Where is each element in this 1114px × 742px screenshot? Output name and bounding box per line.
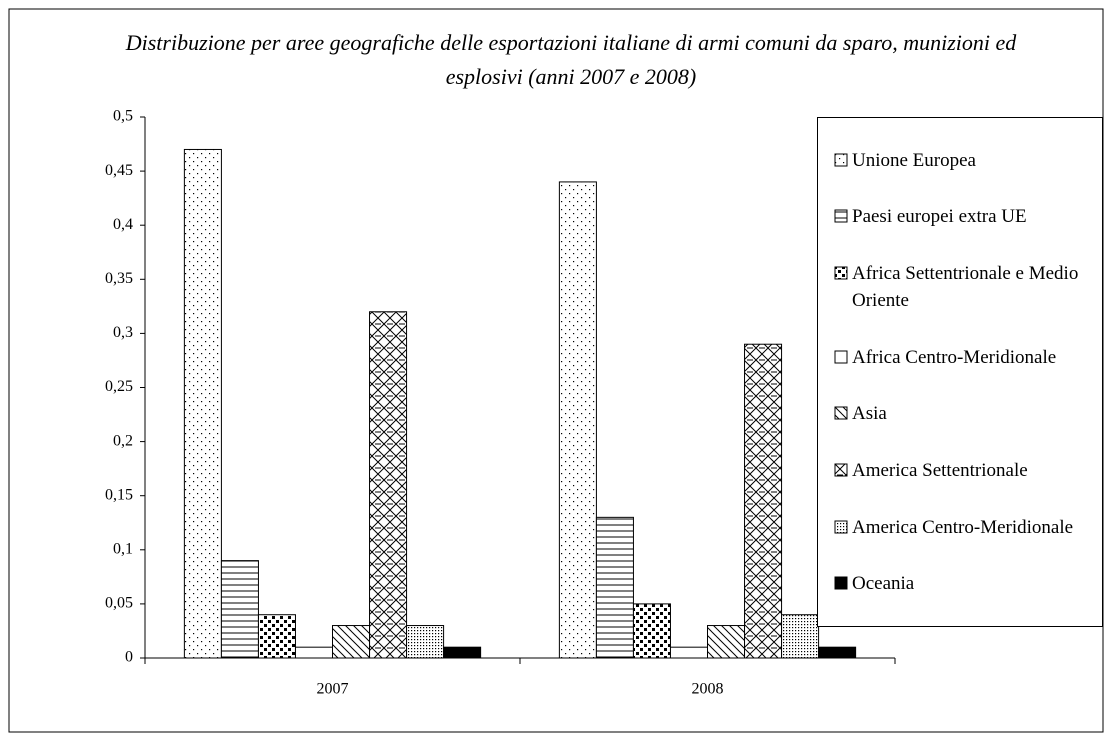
legend-swatch bbox=[834, 209, 848, 223]
legend-swatch bbox=[834, 266, 848, 280]
y-tick-label: 0,3 bbox=[113, 324, 133, 341]
bar bbox=[332, 625, 371, 659]
bar bbox=[781, 614, 820, 659]
y-tick-label: 0,25 bbox=[105, 378, 133, 395]
legend-item: America Settentrionale bbox=[834, 457, 1102, 484]
legend-label: America Centro-Meridionale bbox=[852, 516, 1074, 538]
legend-label: America Settentrionale bbox=[852, 459, 1028, 481]
bar bbox=[669, 646, 708, 659]
legend-item: Unione Europea bbox=[834, 147, 1102, 174]
legend-label: Africa Settentrionale e Medio Oriente bbox=[852, 263, 1079, 312]
bar bbox=[595, 516, 634, 659]
bar bbox=[294, 646, 333, 659]
legend-label: Oceania bbox=[852, 573, 915, 595]
legend-swatch bbox=[834, 576, 848, 590]
legend-item: Paesi europei extra UE bbox=[834, 203, 1102, 230]
legend: Unione Europea Paesi europei extra UE Afri… bbox=[817, 117, 1103, 627]
legend-item: Africa Settentrionale e Medio Oriente bbox=[834, 260, 1102, 314]
legend-item: Africa Centro-Meridionale bbox=[834, 344, 1102, 371]
legend-swatch bbox=[834, 463, 848, 477]
bar bbox=[257, 614, 296, 659]
x-tick-label: 2008 bbox=[692, 681, 724, 698]
legend-item: Asia bbox=[834, 400, 1102, 427]
legend-label: Unione Europea bbox=[852, 149, 976, 171]
chart-frame bbox=[8, 8, 1104, 733]
legend-swatch bbox=[834, 153, 848, 167]
bar bbox=[558, 181, 597, 659]
legend-swatch bbox=[834, 350, 848, 364]
legend-label: Asia bbox=[852, 403, 887, 425]
y-tick-label: 0,05 bbox=[105, 595, 133, 612]
y-tick-label: 0,15 bbox=[105, 486, 133, 503]
bar bbox=[744, 343, 783, 659]
bar bbox=[443, 646, 482, 659]
y-tick-label: 0,35 bbox=[105, 270, 133, 287]
legend-item: Oceania bbox=[834, 570, 1102, 597]
y-tick-label: 0,4 bbox=[113, 216, 133, 233]
legend-swatch bbox=[834, 406, 848, 420]
bar bbox=[220, 560, 259, 659]
bar bbox=[818, 646, 857, 659]
legend-label: Africa Centro-Meridionale bbox=[852, 346, 1057, 368]
x-tick-label: 2007 bbox=[317, 681, 349, 698]
y-tick-label: 0,2 bbox=[113, 432, 133, 449]
bar bbox=[632, 603, 671, 659]
bar bbox=[369, 311, 408, 659]
legend-item: America Centro-Meridionale bbox=[834, 514, 1102, 541]
bar bbox=[183, 148, 222, 659]
y-tick-label: 0,45 bbox=[105, 162, 133, 179]
bar bbox=[707, 625, 746, 659]
chart-title: Distribuzione per aree geografiche delle… bbox=[125, 30, 1017, 89]
bar bbox=[406, 625, 445, 659]
y-tick-label: 0,5 bbox=[113, 108, 133, 125]
y-tick-label: 0,1 bbox=[113, 540, 133, 557]
legend-swatch bbox=[834, 520, 848, 534]
y-tick-label: 0 bbox=[125, 649, 133, 666]
legend-label: Paesi europei extra UE bbox=[852, 206, 1027, 228]
